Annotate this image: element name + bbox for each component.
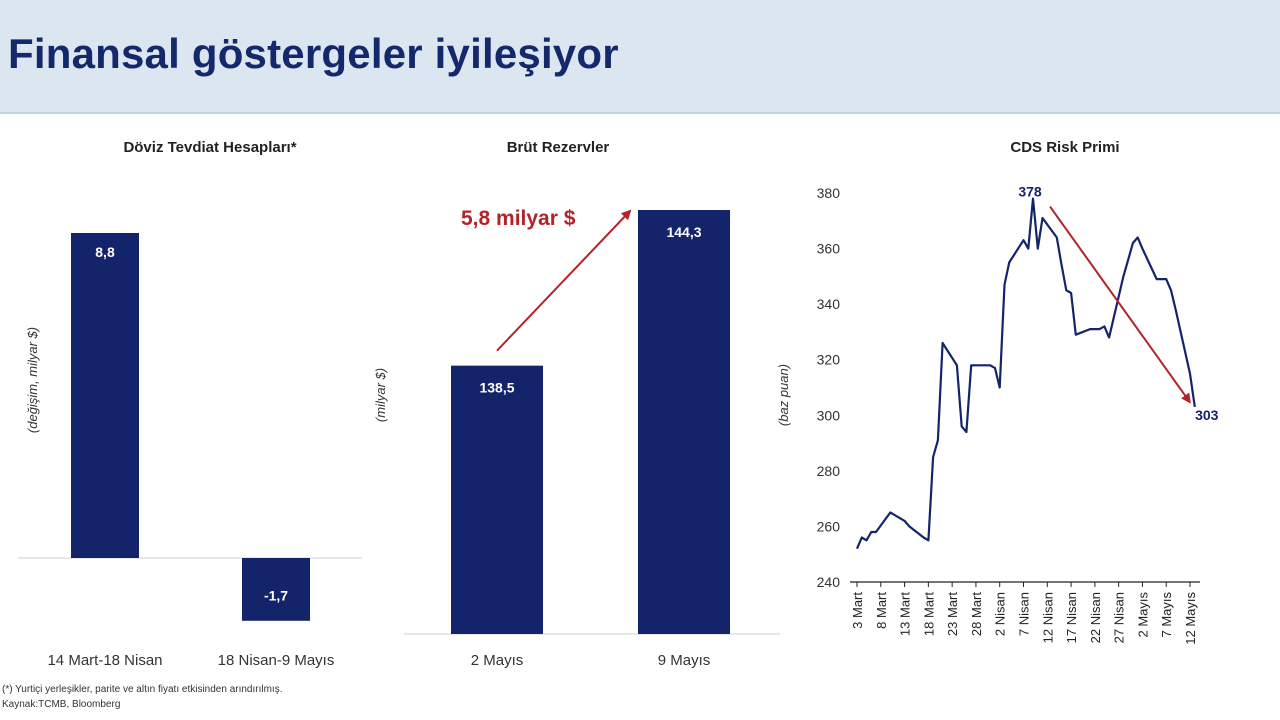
bar [242, 558, 310, 621]
page-title: Finansal göstergeler iyileşiyor [8, 30, 619, 77]
chart-cds-risk-primi: CDS Risk Primi (baz puan) 240 260 280 300 320 3… [776, 139, 1219, 645]
chart-title: Brüt Rezervler [507, 139, 610, 156]
chart-title: Döviz Tevdiat Hesapları* [123, 139, 296, 156]
x-tick-label: 2 Mayıs [471, 652, 524, 669]
chart-title: CDS Risk Primi [1010, 139, 1119, 156]
y-tick-label: 380 [817, 185, 841, 201]
y-axis-label: (milyar $) [373, 368, 388, 422]
x-tick-label: 23 Mart [945, 592, 960, 636]
y-tick-label: 260 [817, 518, 841, 534]
x-tick-label: 8 Mart [874, 592, 889, 629]
y-axis-label: (değişim, milyar $) [25, 327, 40, 433]
x-tick-label: 3 Mart [850, 592, 865, 629]
data-label: 138,5 [479, 380, 514, 396]
y-axis-label: (baz puan) [776, 364, 791, 426]
x-tick-label: 7 Nisan [1017, 592, 1032, 636]
x-tick-label: 12 Mayıs [1183, 592, 1198, 645]
decline-arrow [1049, 205, 1191, 404]
bar [638, 210, 730, 634]
data-label: 8,8 [95, 244, 115, 260]
y-tick-label: 240 [817, 574, 841, 590]
data-label: 144,3 [666, 224, 701, 240]
y-tick-label: 360 [817, 241, 841, 257]
x-tick-label: 27 Nisan [1112, 592, 1127, 643]
y-tick-label: 320 [817, 352, 841, 368]
peak-label: 378 [1018, 184, 1042, 200]
data-label: -1,7 [264, 587, 288, 603]
x-tick-label: 2 Mayıs [1135, 592, 1150, 638]
y-tick-label: 300 [817, 407, 841, 423]
x-tick-label: 7 Mayıs [1159, 592, 1174, 638]
x-tick-label: 12 Nisan [1040, 592, 1055, 643]
x-tick-label: 2 Nisan [993, 592, 1008, 636]
bar [71, 233, 139, 558]
footnote-note: (*) Yurtiçi yerleşikler, parite ve altın… [2, 684, 283, 695]
increase-annotation: 5,8 milyar $ [461, 207, 576, 230]
x-tick-label: 17 Nisan [1064, 592, 1079, 643]
x-tick-label: 28 Mart [969, 592, 984, 636]
chart-doviz-tevdiat: Döviz Tevdiat Hesapları* (değişim, milyar… [18, 139, 362, 669]
increase-arrow [496, 209, 632, 352]
x-tick-label: 22 Nisan [1088, 592, 1103, 643]
x-tick-label: 9 Mayıs [658, 652, 711, 669]
bar [451, 365, 543, 634]
x-tick-label: 18 Nisan-9 Mayıs [218, 652, 335, 669]
footnote-source: Kaynak:TCMB, Bloomberg [2, 699, 121, 710]
x-tick-label: 18 Mart [921, 592, 936, 636]
last-label: 303 [1195, 407, 1219, 423]
y-tick-label: 280 [817, 463, 841, 479]
x-tick-label: 14 Mart-18 Nisan [47, 652, 162, 669]
y-tick-label: 340 [817, 296, 841, 312]
chart-brut-rezervler: Brüt Rezervler (milyar $) 138,5 2 Mayıs 144,… [373, 139, 780, 669]
cds-series-line [855, 197, 1196, 550]
x-tick-label: 13 Mart [898, 592, 913, 636]
header-bar: Finansal göstergeler iyileşiyor [0, 0, 1280, 114]
